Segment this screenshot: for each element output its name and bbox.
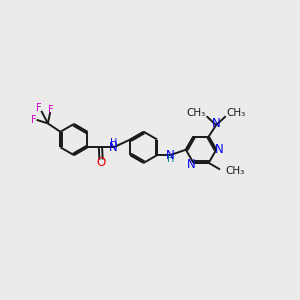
Text: CH₃: CH₃ — [225, 166, 244, 176]
Text: CH₃: CH₃ — [226, 108, 245, 118]
Text: H: H — [167, 154, 174, 164]
Text: N: N — [109, 141, 118, 154]
Text: N: N — [166, 148, 175, 162]
Text: N: N — [215, 143, 224, 156]
Text: F: F — [36, 103, 42, 113]
Text: F: F — [48, 105, 54, 115]
Text: N: N — [212, 118, 220, 130]
Text: F: F — [31, 115, 36, 125]
Text: N: N — [187, 158, 196, 171]
Text: CH₃: CH₃ — [187, 108, 206, 118]
Text: H: H — [110, 138, 117, 148]
Text: O: O — [96, 156, 106, 169]
